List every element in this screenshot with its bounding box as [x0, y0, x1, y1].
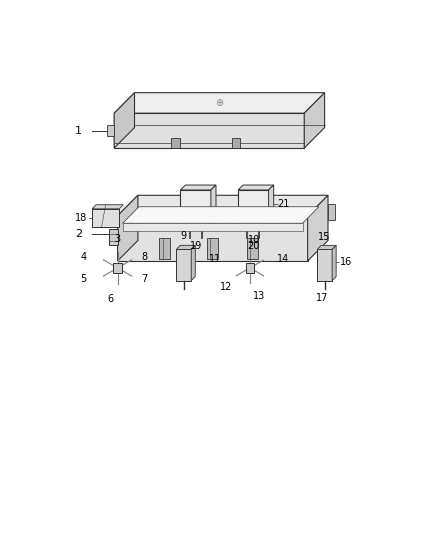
- Text: 7: 7: [141, 274, 148, 284]
- Text: 17: 17: [316, 293, 328, 303]
- Polygon shape: [332, 245, 336, 281]
- Polygon shape: [176, 249, 191, 281]
- Polygon shape: [317, 245, 336, 249]
- Polygon shape: [114, 113, 304, 148]
- Polygon shape: [180, 190, 211, 229]
- Text: 5: 5: [81, 274, 87, 284]
- Text: 4: 4: [81, 252, 87, 262]
- Polygon shape: [159, 238, 170, 259]
- Polygon shape: [307, 195, 328, 261]
- Polygon shape: [114, 93, 325, 113]
- Text: 14: 14: [276, 254, 289, 264]
- Text: 16: 16: [340, 257, 352, 268]
- Text: 20: 20: [247, 241, 260, 252]
- Polygon shape: [117, 216, 307, 261]
- Polygon shape: [238, 185, 274, 190]
- Text: 8: 8: [141, 252, 148, 262]
- Polygon shape: [268, 185, 274, 229]
- Text: 13: 13: [253, 291, 265, 301]
- Text: 1: 1: [75, 126, 82, 136]
- Polygon shape: [246, 263, 254, 272]
- Text: 10: 10: [248, 235, 261, 245]
- Polygon shape: [328, 204, 335, 220]
- Polygon shape: [180, 185, 216, 190]
- Polygon shape: [92, 205, 124, 209]
- Text: 3: 3: [114, 234, 120, 244]
- Polygon shape: [117, 195, 328, 216]
- Polygon shape: [107, 125, 114, 136]
- Text: 9: 9: [181, 231, 187, 241]
- Polygon shape: [114, 93, 134, 148]
- Polygon shape: [207, 238, 218, 259]
- Polygon shape: [317, 249, 332, 281]
- Polygon shape: [304, 93, 325, 148]
- Text: 21: 21: [277, 199, 289, 209]
- Text: 19: 19: [190, 241, 202, 252]
- Text: 11: 11: [209, 254, 221, 264]
- Text: ⊕: ⊕: [215, 98, 223, 108]
- Text: 18: 18: [75, 213, 88, 223]
- Polygon shape: [247, 238, 258, 259]
- Polygon shape: [109, 229, 117, 245]
- Polygon shape: [123, 223, 303, 231]
- Polygon shape: [211, 185, 216, 229]
- Text: 12: 12: [220, 282, 232, 293]
- Text: 6: 6: [108, 294, 114, 304]
- Text: 15: 15: [318, 232, 331, 243]
- Polygon shape: [238, 190, 268, 229]
- Text: 2: 2: [75, 229, 82, 239]
- Polygon shape: [113, 263, 122, 273]
- Polygon shape: [191, 245, 195, 281]
- Polygon shape: [171, 138, 180, 148]
- Polygon shape: [176, 245, 195, 249]
- Polygon shape: [92, 209, 119, 227]
- Polygon shape: [117, 195, 138, 261]
- Polygon shape: [123, 207, 319, 223]
- Polygon shape: [232, 138, 240, 148]
